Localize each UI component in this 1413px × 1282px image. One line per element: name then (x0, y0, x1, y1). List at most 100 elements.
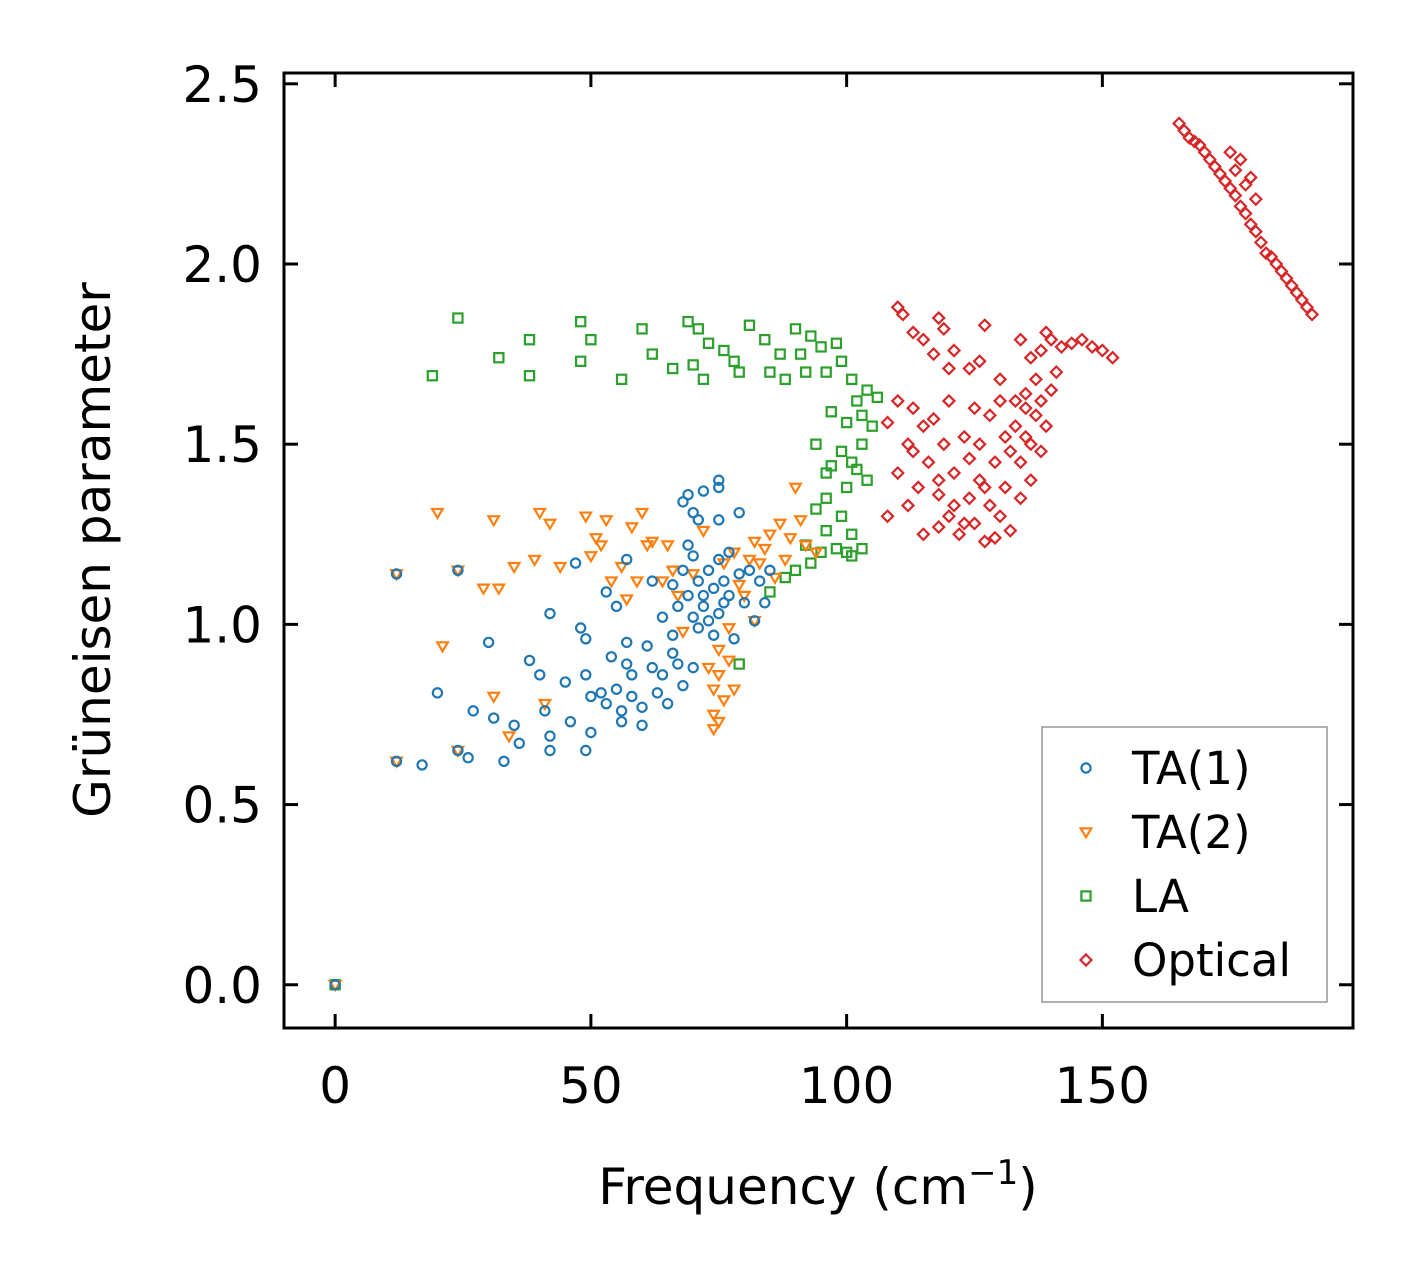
x-axis-label: Frequency (cm−1) (598, 1153, 1038, 1216)
data-point (846, 550, 858, 562)
data-point (493, 351, 505, 364)
x-tick-label: 150 (1055, 1057, 1150, 1115)
data-point (713, 607, 725, 620)
data-point (810, 503, 822, 515)
data-point (1054, 339, 1069, 354)
data-point (921, 455, 936, 470)
data-point (941, 509, 957, 524)
data-point (506, 561, 522, 575)
legend-marker (1080, 890, 1092, 902)
data-point (702, 337, 715, 349)
data-point (615, 705, 628, 717)
data-point (435, 641, 450, 654)
data-point (820, 366, 832, 378)
data-point (732, 579, 747, 593)
data-point (830, 337, 843, 349)
data-point (692, 514, 705, 526)
data-point (721, 623, 737, 636)
data-point (916, 527, 931, 542)
data-point (706, 709, 721, 722)
data-point (593, 540, 609, 553)
data-point (1023, 350, 1038, 365)
data-point (692, 622, 705, 634)
y-tick-label: 1.5 (182, 416, 262, 474)
data-point (931, 310, 946, 326)
data-point (946, 498, 962, 513)
data-point (820, 467, 832, 479)
data-point (1023, 437, 1038, 452)
data-point (835, 355, 848, 368)
data-point (646, 575, 658, 587)
data-point (660, 540, 675, 553)
data-point (851, 395, 863, 407)
data-point (677, 679, 689, 692)
data-point (723, 589, 735, 602)
data-point (578, 511, 593, 524)
data-point (743, 564, 756, 577)
legend-label: LA (1132, 870, 1189, 923)
data-point (1013, 332, 1028, 347)
y-tick-label: 2.5 (182, 56, 262, 114)
data-point (820, 524, 832, 537)
data-point (895, 307, 910, 322)
axis-ticks (284, 73, 1353, 1028)
data-point (1023, 473, 1038, 488)
data-point (498, 755, 510, 768)
data-point (696, 525, 711, 539)
data-point (1044, 383, 1059, 398)
data-point (574, 622, 587, 634)
data-point (846, 528, 858, 540)
data-point (957, 429, 972, 445)
data-point (721, 655, 737, 668)
data-point (993, 509, 1008, 524)
data-point (967, 516, 982, 531)
data-point (1305, 307, 1320, 322)
data-point (646, 348, 658, 360)
data-point (789, 323, 802, 335)
data-point (685, 569, 701, 582)
data-point (615, 373, 628, 386)
data-point (488, 712, 500, 724)
data-point (962, 361, 977, 376)
data-point (667, 362, 679, 375)
data-point (987, 530, 1003, 545)
data-point (430, 507, 445, 521)
data-point (595, 687, 607, 699)
data-point (661, 697, 674, 710)
data-point (778, 554, 793, 567)
data-point (946, 343, 962, 358)
data-point (906, 325, 921, 340)
data-point (738, 597, 751, 609)
data-point (733, 506, 745, 519)
data-point (936, 437, 951, 452)
data-point (667, 629, 679, 641)
data-point (1033, 343, 1049, 358)
data-point (682, 315, 694, 328)
data-point (534, 669, 546, 681)
data-point (713, 514, 725, 526)
data-point (1085, 339, 1100, 354)
data-point (583, 551, 599, 564)
data-point (390, 568, 403, 580)
data-point (707, 582, 720, 595)
data-point (476, 583, 491, 596)
data-point (667, 647, 679, 659)
series-ta-1- (329, 474, 776, 991)
data-point (798, 540, 813, 553)
data-point (880, 415, 895, 430)
data-point (825, 406, 837, 418)
data-point (861, 474, 873, 486)
data-point (856, 409, 868, 422)
data-point (972, 354, 987, 369)
data-point (1228, 188, 1243, 203)
data-point (767, 572, 783, 585)
data-point (805, 330, 817, 342)
data-point (794, 348, 807, 360)
data-point (713, 481, 725, 494)
data-point (697, 485, 710, 497)
data-point (871, 391, 884, 404)
data-point (486, 691, 501, 704)
data-point (982, 408, 997, 423)
data-point (1008, 419, 1023, 434)
